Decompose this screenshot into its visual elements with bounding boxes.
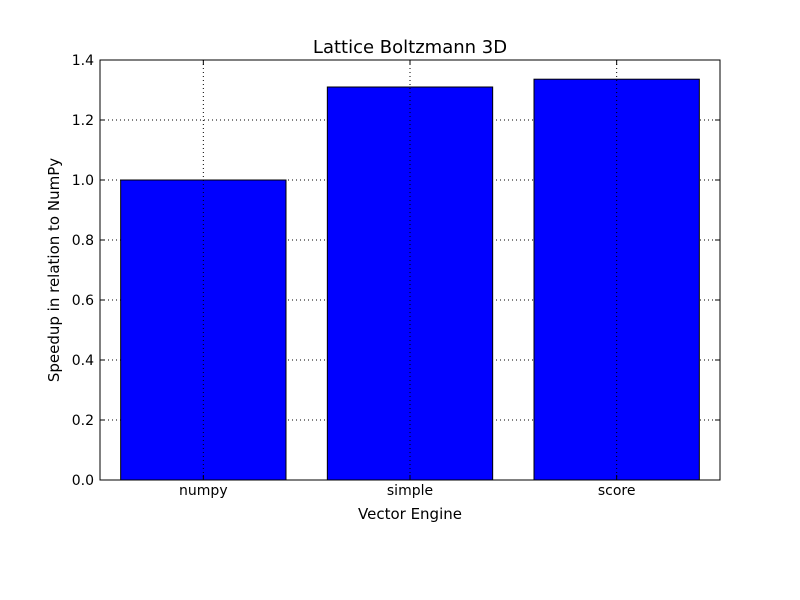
x-axis-label: Vector Engine — [358, 505, 462, 523]
bars — [120, 78, 700, 481]
y-tick-label: 1.0 — [72, 173, 94, 189]
bar-numpy — [120, 179, 287, 481]
y-tick-label: 0.2 — [72, 413, 94, 429]
x-tick-label-simple: simple — [387, 483, 433, 499]
bar-score — [533, 78, 700, 481]
y-tick-label: 0.0 — [72, 473, 94, 489]
x-tick-label-score: score — [598, 483, 636, 499]
bar-simple — [326, 86, 494, 481]
y-tick-label: 0.6 — [72, 293, 94, 309]
chart-title: Lattice Boltzmann 3D — [313, 37, 507, 58]
y-tick-label: 1.2 — [72, 113, 94, 129]
y-tick-label: 0.4 — [72, 353, 94, 369]
y-tick-label: 0.8 — [72, 233, 94, 249]
axis-ticks: 0.0 0.2 0.4 0.6 0.8 1.0 1.2 1.4 numpy simple score — [72, 53, 720, 499]
y-axis-label: Speedup in relation to NumPy — [45, 158, 63, 382]
y-tick-label: 1.4 — [72, 53, 94, 69]
x-tick-label-numpy: numpy — [179, 483, 228, 499]
